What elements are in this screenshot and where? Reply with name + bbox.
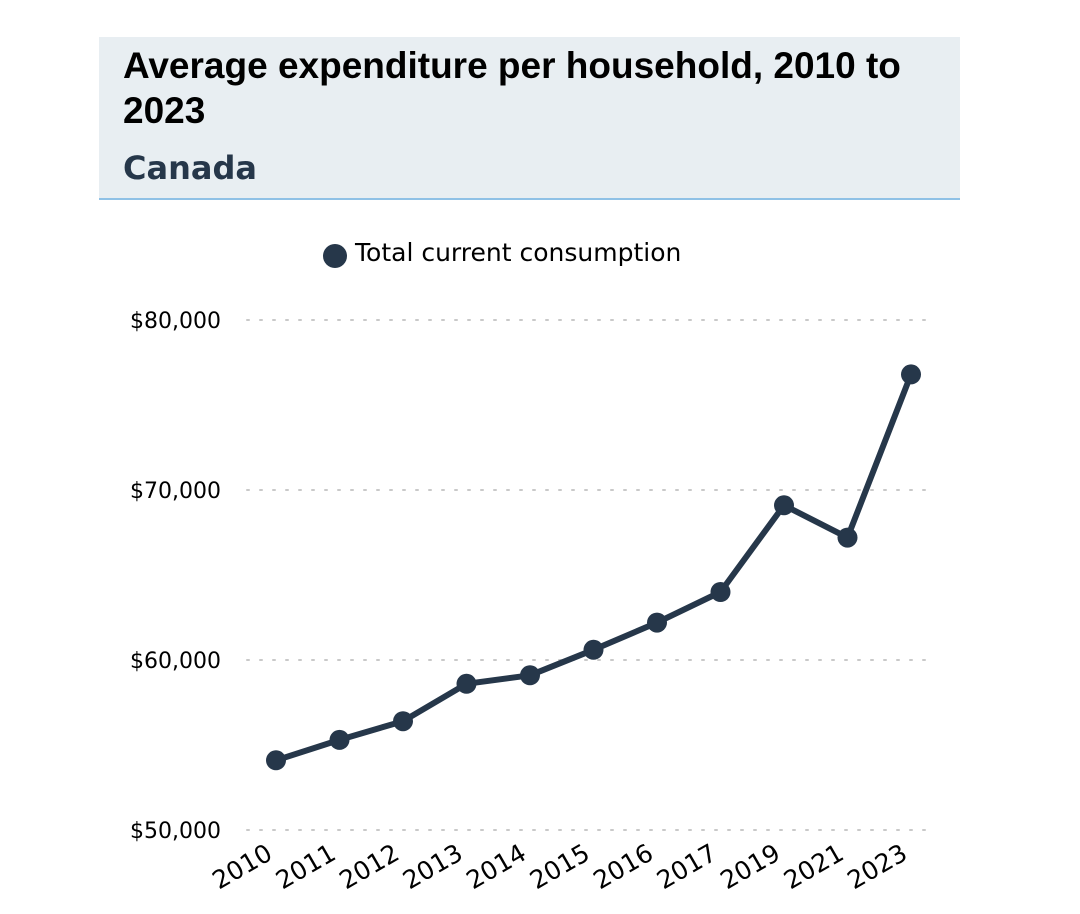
y-axis-tick-labels: $50,000 $60,000 $70,000 $80,000 [130, 309, 221, 844]
x-tick-label: 2014 [461, 838, 531, 895]
x-tick-label: 2013 [398, 838, 468, 895]
x-tick-label: 2010 [207, 838, 277, 895]
series-line [273, 371, 914, 764]
chart-header: Average expenditure per household, 2010 … [99, 37, 960, 200]
x-tick-label: 2011 [271, 838, 341, 895]
data-point [329, 729, 350, 750]
gridlines [246, 319, 931, 831]
chart-title: Average expenditure per household, 2010 … [123, 45, 901, 131]
data-point [774, 495, 794, 516]
x-axis-tick-labels: 2010201120122013201420152016201720192021… [207, 838, 912, 895]
y-tick-label: $50,000 [130, 819, 221, 844]
x-tick-label: 2019 [715, 838, 785, 895]
x-tick-label: 2015 [525, 838, 595, 895]
x-tick-label: 2017 [652, 838, 722, 895]
series-total-current-consumption [266, 364, 921, 771]
y-tick-label: $80,000 [130, 309, 221, 334]
chart-subtitle: Canada [123, 149, 257, 187]
data-point [393, 711, 413, 732]
data-point [710, 582, 731, 602]
data-point [901, 364, 921, 385]
x-tick-label: 2016 [588, 838, 658, 895]
data-point [456, 673, 477, 694]
y-tick-label: $60,000 [130, 649, 221, 674]
data-point [520, 665, 540, 686]
data-point [266, 750, 286, 771]
x-tick-label: 2023 [842, 838, 912, 895]
x-tick-label: 2012 [334, 838, 404, 895]
data-point [647, 612, 667, 633]
y-tick-label: $70,000 [130, 479, 221, 504]
data-point [837, 527, 858, 548]
legend-marker [323, 244, 347, 268]
x-tick-label: 2021 [779, 838, 849, 895]
data-point [583, 639, 604, 660]
legend-label: Total current consumption [354, 238, 681, 267]
legend: Total current consumption [323, 238, 681, 268]
